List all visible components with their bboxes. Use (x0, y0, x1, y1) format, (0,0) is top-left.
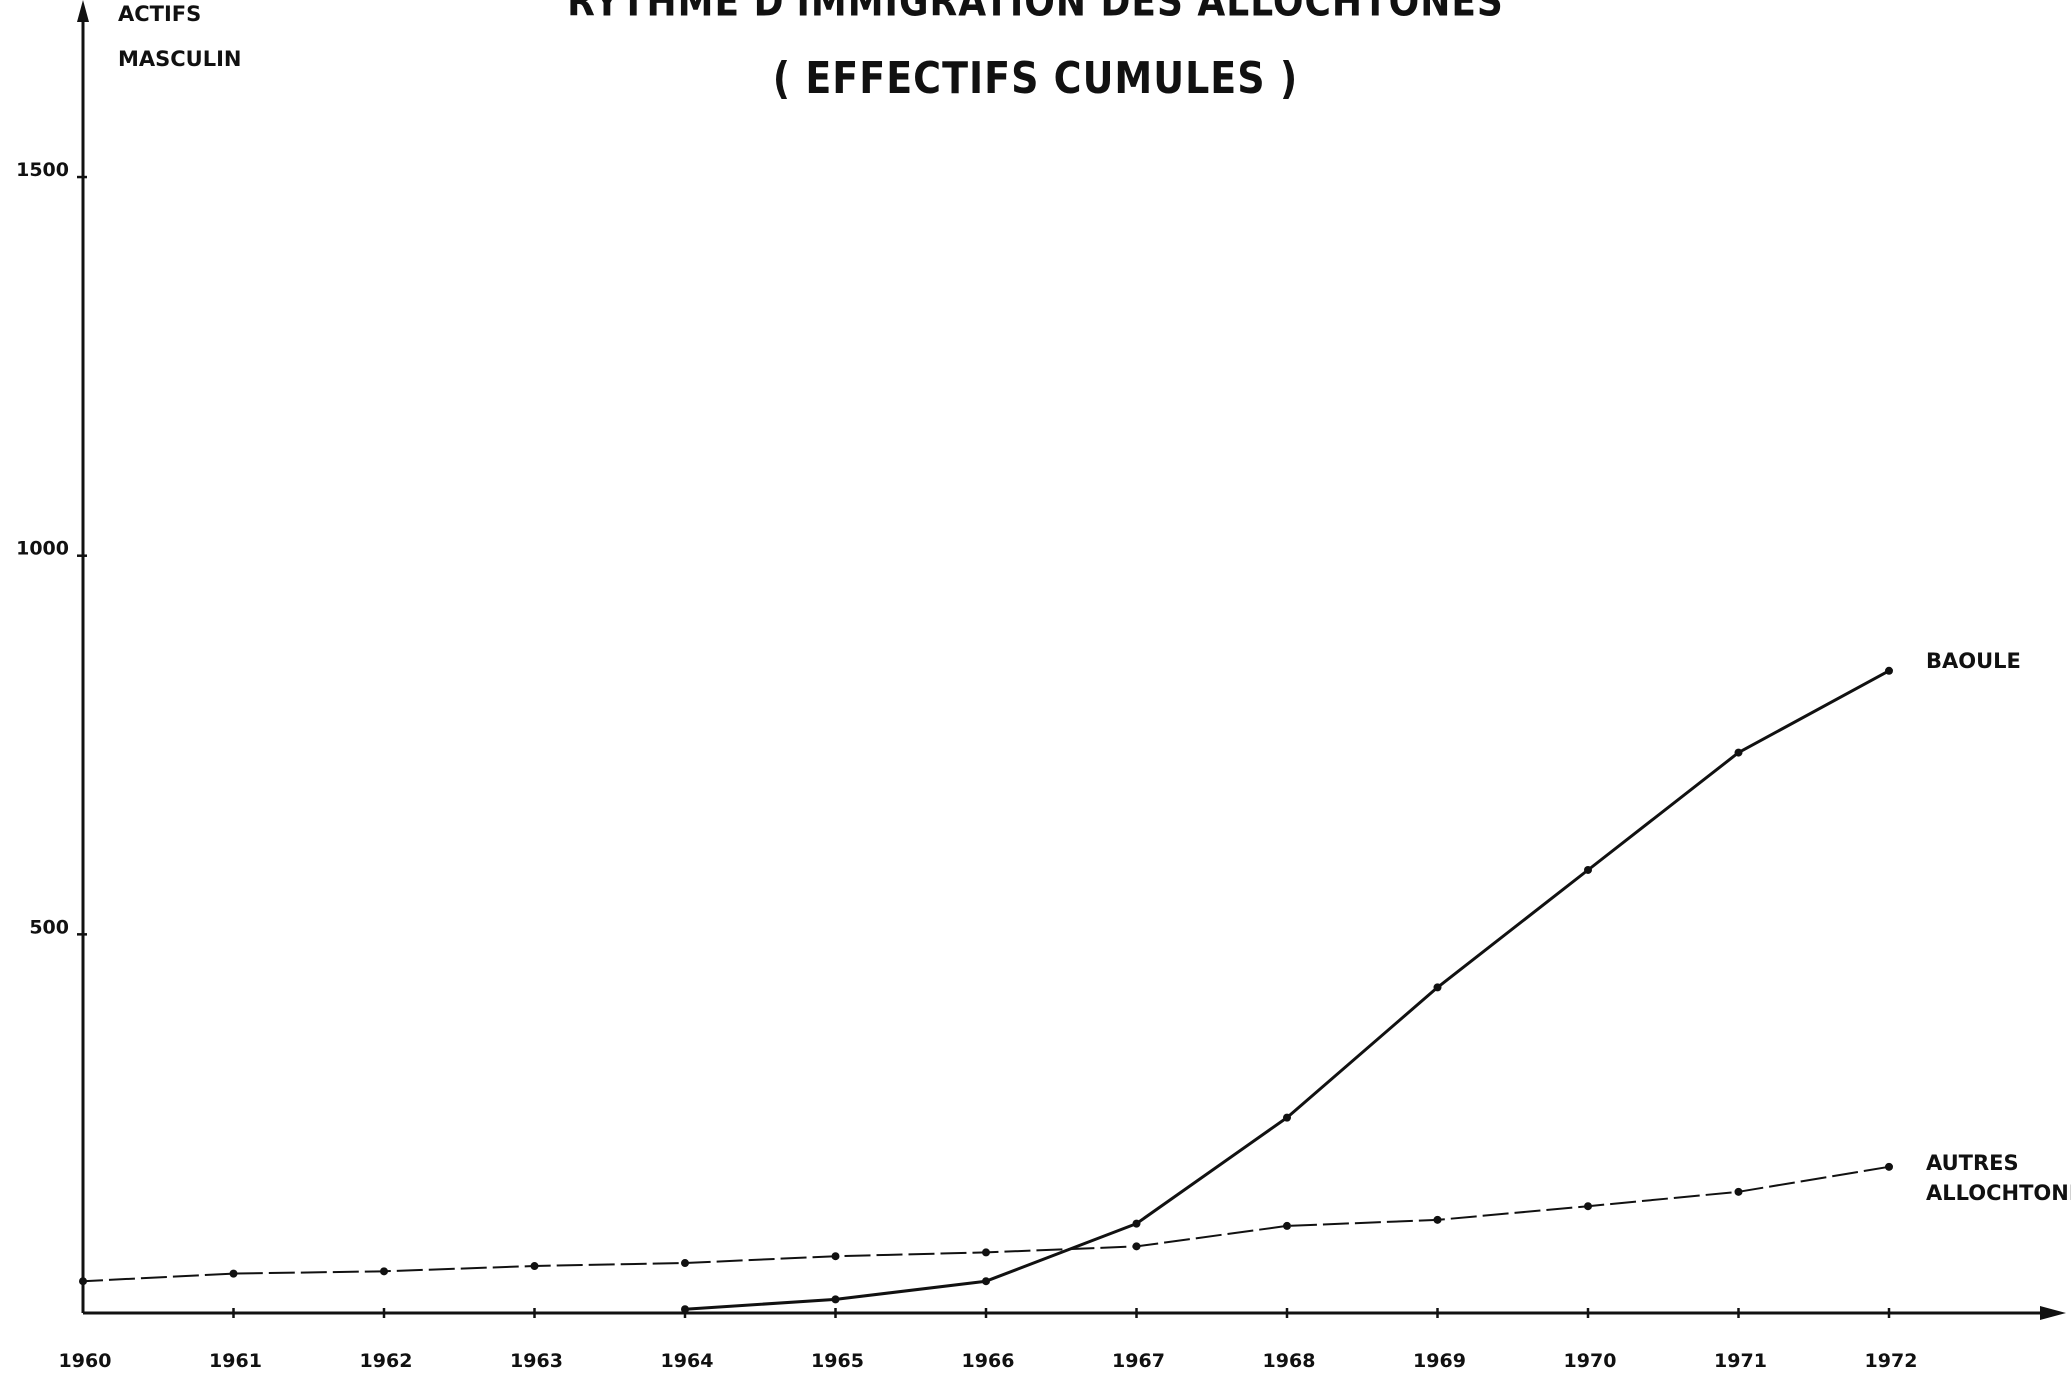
series-labels: BAOULE AUTRES ALLOCHTONES (1926, 649, 2071, 1205)
x-tick-label-1960: 1960 (59, 1350, 112, 1372)
y-tick-label-1000: 1000 (16, 538, 69, 560)
y-axis-arrow (77, 0, 89, 22)
x-tick-label-1963: 1963 (510, 1350, 563, 1372)
series-2-point-1962 (380, 1267, 388, 1276)
series-2-point-1964 (681, 1259, 689, 1268)
x-tick-label-1965: 1965 (811, 1350, 864, 1372)
series-1-point-1972 (1885, 666, 1893, 675)
x-tick-label-1972: 1972 (1865, 1350, 1918, 1372)
series-layer (79, 666, 1893, 1314)
x-tick-label-1970: 1970 (1564, 1350, 1617, 1372)
x-ticks: 1960 1961 1962 1963 1964 1965 1966 1967 1968 1969… (59, 1308, 1918, 1372)
x-tick-label-1964: 1964 (661, 1350, 714, 1372)
series-1-point-1965 (831, 1295, 840, 1304)
x-tick-label-1962: 1962 (360, 1350, 413, 1372)
series-2-point-1961 (229, 1269, 238, 1278)
series-2-point-1970 (1584, 1202, 1592, 1211)
series-1-point-1964 (681, 1305, 689, 1314)
series-label-autres-line-1: AUTRES (1926, 1151, 2019, 1175)
series-label-autres-line-2: ALLOCHTONES (1926, 1181, 2071, 1205)
series-2-point-1972 (1885, 1162, 1893, 1171)
x-axis-arrow (2040, 1306, 2066, 1320)
y-axis-label-line-1: ACTIFS (118, 2, 202, 26)
x-tick-label-1961: 1961 (209, 1350, 262, 1372)
x-tick-label-1971: 1971 (1714, 1350, 1767, 1372)
series-line-1 (684, 669, 1890, 1311)
chart-subtitle: ( EFFECTIFS CUMULES ) (772, 52, 1299, 104)
series-2-point-1967 (1132, 1242, 1141, 1251)
series-1-point-1971 (1734, 748, 1743, 757)
x-tick-label-1968: 1968 (1263, 1350, 1316, 1372)
series-2-point-1969 (1433, 1215, 1442, 1224)
y-tick-label-1500: 1500 (16, 159, 69, 181)
series-2-point-1963 (530, 1262, 539, 1271)
x-tick-label-1969: 1969 (1413, 1350, 1466, 1372)
axes (77, 0, 2066, 1320)
series-2-point-1960 (79, 1277, 87, 1286)
x-tick-label-1967: 1967 (1112, 1350, 1165, 1372)
chart-title: RYTHME D'IMMIGRATION DES ALLOCHTONES (567, 0, 1504, 27)
series-2-point-1971 (1734, 1187, 1743, 1196)
series-label-baoule: BAOULE (1926, 649, 2021, 673)
y-tick-label-500: 500 (29, 916, 69, 938)
x-tick-label-1966: 1966 (962, 1350, 1015, 1372)
series-1-point-1970 (1584, 865, 1592, 874)
series-1-point-1968 (1283, 1113, 1291, 1122)
series-2-point-1968 (1283, 1221, 1291, 1230)
series-line-2 (82, 1165, 1890, 1288)
series-2-point-1965 (831, 1252, 840, 1261)
series-1-point-1966 (982, 1277, 990, 1286)
series-2-point-1966 (982, 1248, 990, 1257)
series-1-point-1967 (1132, 1219, 1141, 1228)
y-axis-label-line-2: MASCULIN (118, 47, 242, 71)
series-1-point-1969 (1433, 983, 1442, 992)
y-ticks: 500 1000 1500 (16, 159, 87, 938)
